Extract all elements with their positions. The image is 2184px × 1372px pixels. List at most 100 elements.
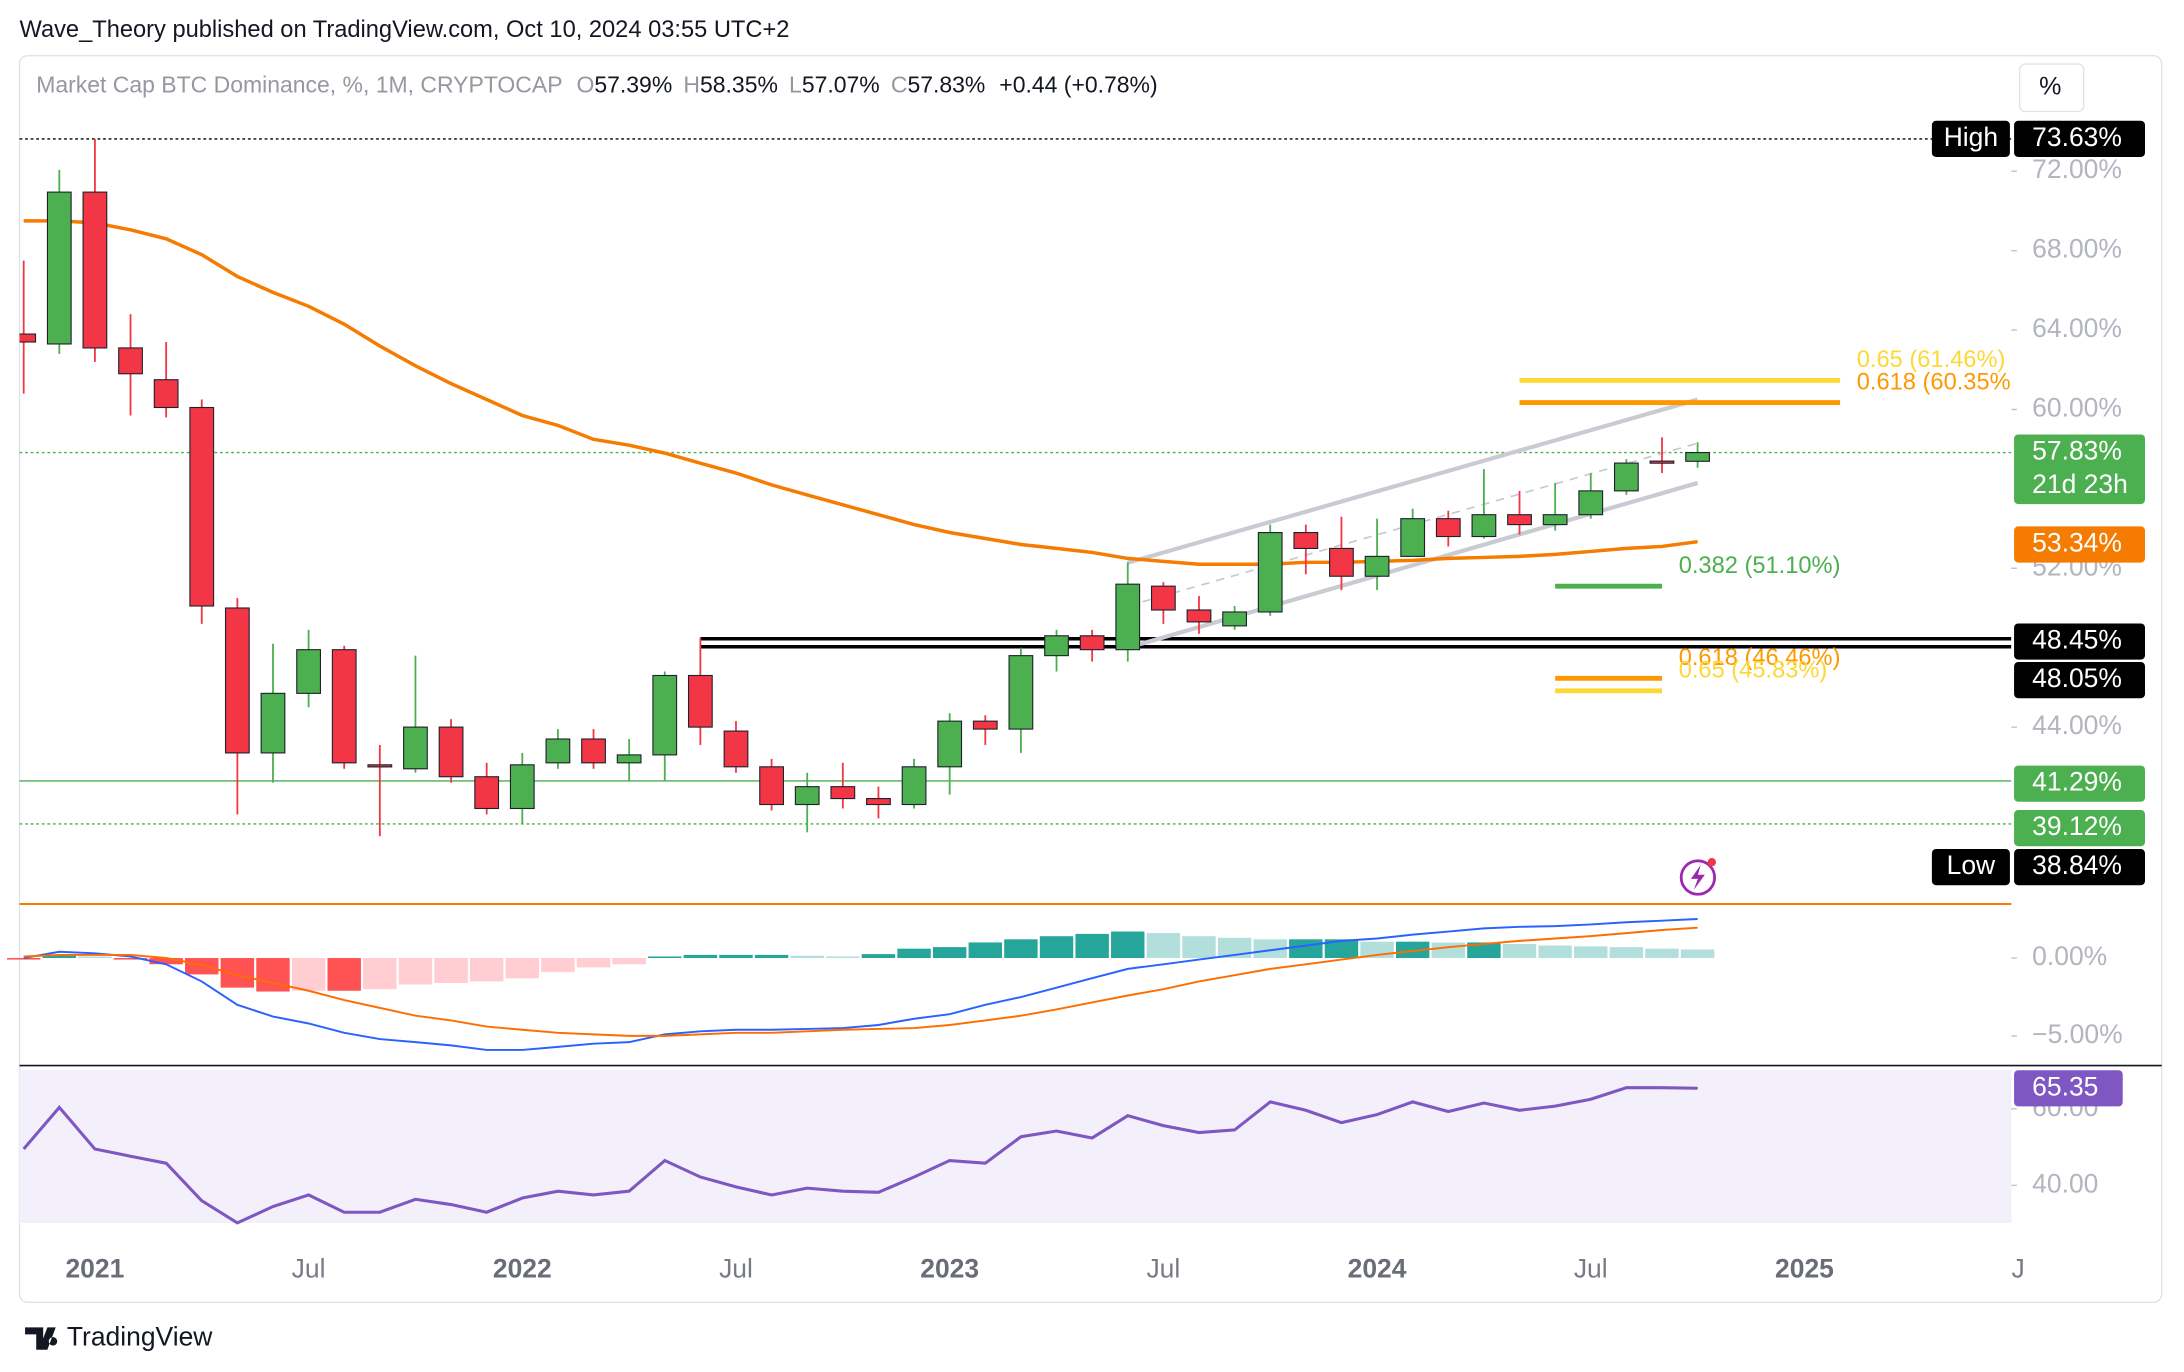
rsi-last-label: 65.35 xyxy=(2032,1071,2098,1101)
candle-body xyxy=(509,764,535,810)
macd-histogram-bar xyxy=(1467,942,1501,959)
price-label-box xyxy=(2014,623,2145,660)
legend-key: L xyxy=(789,71,802,97)
candle-body xyxy=(1044,635,1069,657)
price-label-box xyxy=(2014,662,2145,699)
price-label: 48.45% xyxy=(2032,625,2122,655)
macd-histogram-bar xyxy=(932,947,967,959)
candle-body xyxy=(1115,583,1141,651)
unit-button[interactable] xyxy=(2018,63,2085,113)
candle-body xyxy=(1008,655,1034,730)
legend-key: O xyxy=(576,71,594,97)
x-tick-label: 2024 xyxy=(1348,1253,1407,1283)
macd-histogram-bar xyxy=(719,954,753,959)
candle-body xyxy=(652,674,678,756)
macd-histogram-bar xyxy=(434,958,468,983)
macd-histogram-bar xyxy=(576,958,611,968)
moving-average xyxy=(23,219,1698,567)
candle-body xyxy=(723,730,749,768)
macd-histogram-bar xyxy=(1075,933,1109,959)
y-tick-label: 40.00 xyxy=(2032,1168,2098,1198)
y-tick-label: 60.00% xyxy=(2032,392,2122,422)
price-label-box xyxy=(2014,765,2145,802)
macd-histogram-bar xyxy=(291,958,326,991)
legend-value: 57.07% xyxy=(802,71,880,97)
x-tick-label: J xyxy=(2012,1253,2025,1283)
price-tag: High xyxy=(1944,122,1998,152)
candle-body xyxy=(46,191,72,345)
macd-histogram-bar xyxy=(683,954,718,959)
legend-title: Market Cap BTC Dominance, %, 1M, CRYPTOC… xyxy=(36,71,562,97)
candle-body xyxy=(616,754,642,764)
candle-body xyxy=(866,798,891,806)
fib-label: 0.618 (46.46%) xyxy=(1679,645,1841,671)
countdown-label: 21d 23h xyxy=(2032,469,2128,499)
x-tick-label: Jul xyxy=(1146,1253,1180,1283)
price-label-box xyxy=(2014,526,2145,563)
macd-histogram-bar xyxy=(1289,939,1323,959)
macd-histogram-bar xyxy=(897,948,931,959)
legend-key: C xyxy=(891,71,908,97)
macd-histogram-bar xyxy=(327,958,361,991)
macd-histogram-bar xyxy=(78,956,112,959)
candle-body xyxy=(1364,555,1390,577)
candle-body xyxy=(759,766,784,806)
candle-body xyxy=(438,726,464,778)
candle-body xyxy=(1257,532,1283,613)
price-pane: 0.65 (61.46%)0.618 (60.35%) 0.382 (51.10%… xyxy=(19,138,2012,837)
legend-value: 57.39% xyxy=(594,71,672,97)
macd-histogram-bar xyxy=(1039,936,1074,959)
candle-body xyxy=(1400,518,1426,557)
lightning-glyph xyxy=(1690,864,1705,891)
candle-body xyxy=(296,649,321,694)
macd-histogram-bar xyxy=(505,958,540,979)
macd-histogram-bar xyxy=(612,958,646,965)
macd-histogram-bar xyxy=(861,954,896,959)
macd-histogram-bar xyxy=(398,958,433,985)
price-label: 57.83% xyxy=(2032,436,2122,466)
unit-button-label[interactable]: % xyxy=(2039,72,2061,100)
candle-body xyxy=(1542,514,1568,526)
legend-value: 58.35% xyxy=(700,71,778,97)
macd-histogram-bar xyxy=(1502,944,1537,959)
candle-body xyxy=(1435,518,1461,538)
candle-body xyxy=(545,738,571,764)
price-label-box xyxy=(2014,849,2145,886)
price-label: 39.12% xyxy=(2032,811,2122,841)
candle-body xyxy=(972,720,998,730)
candle-body xyxy=(82,191,108,349)
candle-body xyxy=(260,692,286,754)
macd-histogram-bar xyxy=(541,958,575,973)
macd-histogram-bar xyxy=(1146,933,1181,959)
x-tick-label: Jul xyxy=(719,1253,753,1283)
macd-histogram-bar xyxy=(754,954,789,959)
legend-key: H xyxy=(683,71,700,97)
alert-dot xyxy=(1707,858,1716,867)
brand-name: TradingView xyxy=(67,1322,213,1352)
macd-histogram-bar xyxy=(1395,941,1430,959)
macd-histogram-bar xyxy=(1431,942,1466,959)
macd-line xyxy=(23,918,1698,1051)
x-tick-label: 2022 xyxy=(493,1253,552,1283)
candle-body xyxy=(1613,462,1639,492)
macd-histogram-bar xyxy=(6,958,41,960)
legend-value: 57.83% xyxy=(907,71,985,97)
candle-body xyxy=(153,379,179,409)
price-label: 48.05% xyxy=(2032,663,2122,693)
candle-body xyxy=(1329,547,1354,577)
macd-histogram-bar xyxy=(149,958,183,965)
candle-body xyxy=(1649,460,1675,464)
macd-histogram-bar xyxy=(826,956,860,959)
macd-histogram-bar xyxy=(648,956,682,959)
price-label: 38.84% xyxy=(2032,850,2122,880)
price-tag-box xyxy=(1931,120,2010,158)
macd-histogram-bar xyxy=(363,958,397,990)
price-label: 73.63% xyxy=(2032,122,2122,152)
y-tick-label: 72.00% xyxy=(2032,154,2122,184)
legend: Market Cap BTC Dominance, %, 1M, CRYPTOC… xyxy=(36,71,1157,97)
candle-body xyxy=(830,786,856,800)
candle-body xyxy=(937,720,963,768)
candle-body xyxy=(581,738,606,764)
macd-histogram-bar xyxy=(1680,949,1715,959)
